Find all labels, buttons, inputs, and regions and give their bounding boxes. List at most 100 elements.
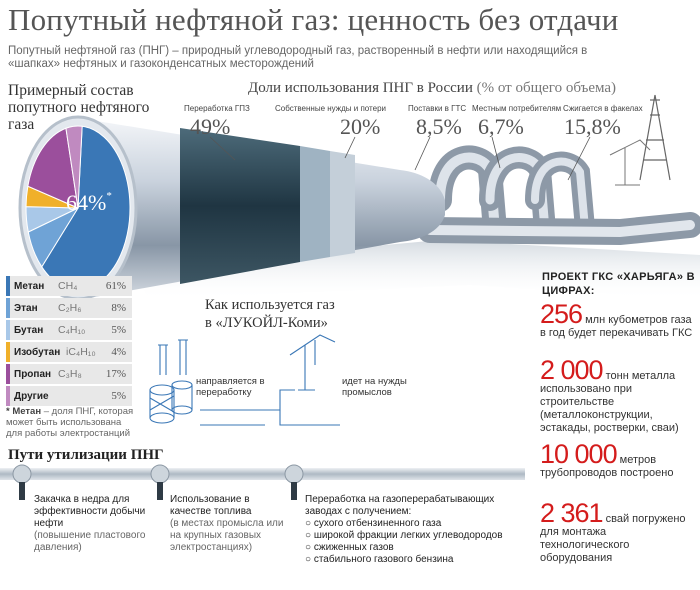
share-value-gts: 8,5%: [416, 114, 462, 139]
shares-title: Доли использования ПНГ в России (% от об…: [248, 80, 616, 97]
project-title: ПРОЕКТ ГКС «ХАРЬЯГА» В ЦИФРАХ:: [542, 271, 695, 297]
gas-percent: 4%: [111, 346, 126, 358]
pipe-horizontal: [0, 468, 525, 480]
stat-inline: тонн металла: [602, 370, 676, 382]
composition-row: Метан CH₄ 61%: [6, 276, 132, 296]
path-processing-item: ○ широкой фракции легких углеводородов: [305, 530, 503, 541]
stat-rest: в год будет перекачивать ГКС: [540, 327, 693, 339]
stat-block: 10 000 метров трубопроводов построено: [540, 441, 698, 480]
composition-row: Пропан C₃H₈ 17%: [6, 364, 132, 384]
path-fuel-main: Использование в качестве топлива: [170, 494, 252, 517]
path-processing-item: ○ сжиженных газов: [305, 542, 394, 553]
composition-row: Изобутан iC₄H₁₀ 4%: [6, 342, 132, 362]
pipe-loops: [417, 145, 700, 246]
lukoil-title-line1: Как используется газ: [205, 297, 335, 313]
pump-jack-icon: [609, 139, 651, 186]
stat-rest: для монтажа технологического оборудовани…: [540, 526, 630, 564]
share-value-local: 6,7%: [478, 114, 524, 139]
composition-table: Метан CH₄ 61% Этан C₂H₆ 8% Бутан C₄H₁₀ 5% Изоб…: [6, 276, 132, 408]
stat-inline: млн кубометров газа: [582, 314, 692, 326]
gas-percent: 5%: [111, 324, 126, 336]
oil-derrick-icon: [639, 94, 671, 181]
paths-title: Пути утилизации ПНГ: [8, 447, 164, 463]
pipe-band: [180, 128, 300, 284]
swatch: [6, 298, 10, 318]
stat-rest: использовано при строительстве (металлок…: [540, 383, 679, 434]
stat-number: 10 000: [540, 439, 618, 469]
stat-inline: метров: [616, 454, 657, 466]
share-label-flared: Сжигается в факелах: [563, 104, 643, 113]
gas-name: Другие: [14, 391, 49, 402]
pump-jack-icon: [289, 334, 336, 391]
pipe-band: [300, 146, 330, 262]
share-label-local: Местным потребителям: [472, 104, 562, 113]
refinery-icon: [149, 339, 193, 424]
swatch: [6, 364, 10, 384]
composition-row: Этан C₂H₆ 8%: [6, 298, 132, 318]
pie-star: *: [106, 190, 112, 202]
ground-shadow: [130, 240, 700, 300]
path-processing-item: ○ стабильного газового бензина: [305, 554, 454, 565]
share-label-own-needs: Собственные нужды и потери: [275, 104, 386, 113]
pie-slice-6: [65, 125, 83, 209]
flow-pipe: [200, 389, 295, 411]
note-text: – доля ПНГ, которая может быть использов…: [6, 406, 134, 439]
gas-name: Пропан: [14, 369, 52, 380]
methane-note: * Метан – доля ПНГ, которая может быть и…: [6, 406, 136, 439]
page-subtitle: Попутный нефтяной газ (ПНГ) – природный …: [8, 45, 588, 70]
page-title: Попутный нефтяной газ: ценность без отда…: [8, 2, 619, 37]
gas-percent: 17%: [105, 368, 126, 380]
gas-percent: 5%: [111, 390, 126, 402]
path-processing-main: Переработка на газоперерабатывающих заво…: [305, 494, 495, 517]
stat-block: 256 млн кубометров газа в год будет пере…: [540, 301, 698, 340]
path-injection-sub: (повышение пластового давления): [34, 530, 146, 553]
paths-pipe: [0, 464, 525, 500]
gas-formula: C₃H₈: [58, 368, 82, 380]
path-fuel-sub: (в местах промысла или на крупных газовы…: [170, 518, 284, 553]
composition-title: Примерный состав попутного нефтяного газ…: [8, 82, 150, 133]
lukoil-processing-label: направляется в переработку: [196, 376, 265, 398]
lukoil-field-needs-label: идет на нужды промыслов: [342, 376, 407, 398]
gas-formula: C₄H₁₀: [58, 324, 86, 336]
gas-name: Бутан: [14, 325, 44, 336]
gas-formula: iC₄H₁₀: [66, 346, 96, 358]
share-label-gpz: Переработка ГПЗ: [184, 104, 250, 113]
gas-name: Этан: [14, 303, 38, 314]
swatch: [6, 342, 10, 362]
gas-name: Изобутан: [14, 347, 61, 358]
share-value-gpz: 49%: [190, 114, 231, 139]
stat-number: 2 000: [540, 355, 604, 385]
pie-percent: 64%: [66, 190, 107, 215]
lukoil-flow-diagram: [149, 334, 340, 426]
swatch: [6, 276, 10, 296]
composition-row: Другие 5%: [6, 386, 132, 406]
gas-formula: CH₄: [58, 280, 78, 292]
gas-percent: 8%: [111, 302, 126, 314]
gas-percent: 61%: [105, 280, 126, 292]
gas-name: Метан: [14, 281, 45, 292]
stat-inline: свай погружено: [602, 513, 686, 525]
note-bold: * Метан: [6, 406, 42, 417]
pie-methane-label: 64%*: [66, 190, 112, 216]
share-leader-lines: [209, 136, 591, 181]
path-processing: Переработка на газоперерабатывающих заво…: [305, 494, 515, 566]
stat-rest: трубопроводов построено: [540, 467, 674, 479]
pie-slice-5: [27, 127, 79, 209]
lukoil-title: Как используется газ в «ЛУКОЙЛ-Коми»: [205, 296, 335, 332]
path-processing-list: ○ сухого отбензиненного газа ○ широкой ф…: [305, 518, 515, 566]
swatch: [6, 386, 10, 406]
stat-block: 2 361 свай погружено для монтажа техноло…: [540, 500, 698, 565]
stat-block: 2 000 тонн металла использовано при стро…: [540, 357, 698, 435]
share-value-own-needs: 20%: [340, 114, 381, 139]
composition-row: Бутан C₄H₁₀ 5%: [6, 320, 132, 340]
stat-number: 256: [540, 299, 583, 329]
composition-pie-chart: [25, 125, 131, 291]
path-fuel: Использование в качестве топлива (в мест…: [170, 494, 290, 554]
stat-number: 2 361: [540, 498, 604, 528]
shares-title-text: Доли использования ПНГ в России: [248, 80, 473, 96]
pipe-band: [330, 151, 355, 257]
gas-formula: C₂H₆: [58, 302, 82, 314]
share-label-gts: Поставки в ГТС: [408, 104, 467, 113]
swatch: [6, 320, 10, 340]
path-injection-main: Закачка в недра для эффективности добычи…: [34, 494, 146, 529]
